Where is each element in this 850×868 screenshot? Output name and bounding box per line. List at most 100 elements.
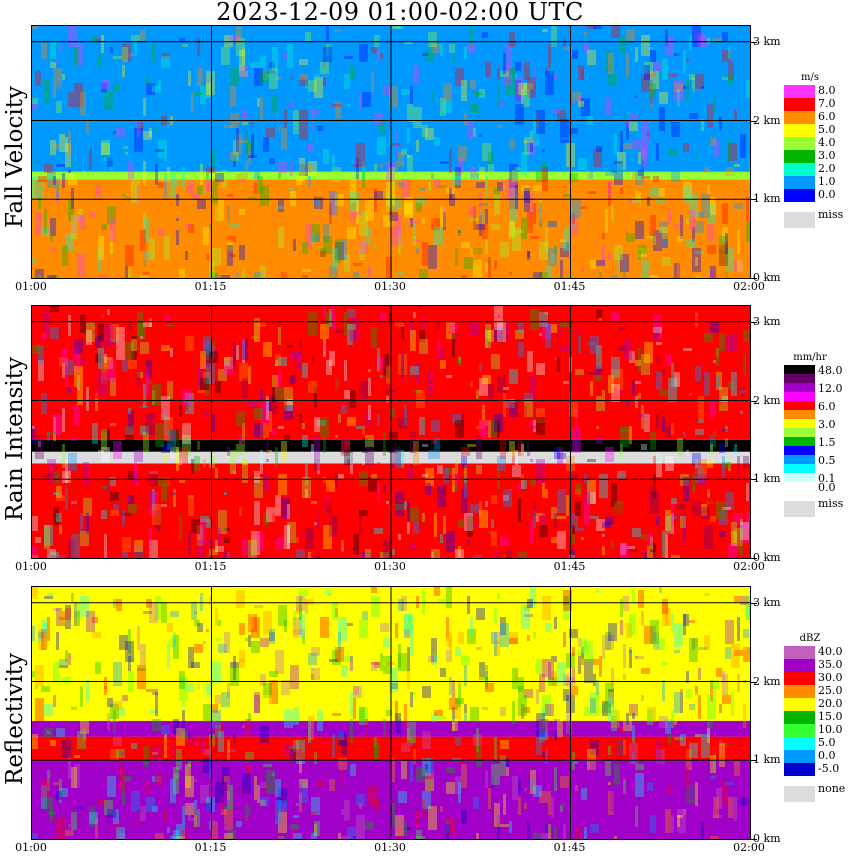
speckle [215,725,221,737]
speckle [650,83,656,98]
speckle [578,65,584,80]
speckle [377,50,380,62]
speckle [746,689,749,698]
speckle [404,614,413,635]
speckle [227,683,230,698]
speckle [533,203,536,224]
speckle [512,701,515,725]
speckle [377,462,380,474]
speckle [32,98,38,104]
speckle [248,197,257,200]
speckle [686,89,695,95]
speckle [611,357,620,378]
speckle [272,513,275,537]
speckle [323,438,326,453]
speckle [512,668,518,689]
legend-label: 4.0 [818,136,836,149]
speckle [71,438,77,441]
speckle [569,686,578,695]
speckle [41,227,50,236]
speckle [452,474,458,477]
speckle [77,375,80,390]
speckle [548,510,551,534]
speckle [398,230,401,254]
speckle [236,345,239,360]
speckle [65,605,71,629]
speckle [158,230,164,236]
speckle [620,725,626,734]
speckle [185,224,191,227]
speckle [290,161,293,176]
speckle [482,32,488,38]
speckle [113,710,116,734]
speckle [629,351,635,363]
speckle [53,68,62,89]
speckle [65,363,68,387]
speckle [143,272,149,275]
speckle [587,480,590,492]
speckle [206,629,209,632]
speckle [134,462,137,483]
speckle [359,381,368,399]
speckle [194,620,200,626]
speckle [359,620,368,638]
speckle [629,743,638,764]
speckle [458,230,461,233]
speckle [86,330,92,345]
speckle [470,245,473,248]
speckle [173,632,176,650]
speckle [368,369,371,372]
speckle [200,191,206,194]
speckle [314,803,323,809]
ytick-label: 2 km [753,393,781,407]
xtick-label: 02:00 [733,560,765,573]
speckle [635,764,644,770]
speckle [647,782,653,791]
speckle [683,516,686,537]
speckle [734,164,740,167]
speckle [491,632,497,644]
speckle [620,444,623,459]
speckle [476,465,482,474]
speckle [479,510,488,528]
legend-swatch [784,124,815,137]
speckle [551,671,557,686]
speckle [527,140,536,155]
speckle [242,339,245,363]
speckle [191,602,197,620]
speckle [59,659,68,668]
speckle [695,251,704,254]
speckle [188,806,191,821]
speckle [710,435,713,450]
speckle [242,110,248,119]
speckle [569,402,578,417]
speckle [227,245,233,266]
speckle [686,749,692,770]
speckle [569,173,578,182]
speckle [365,200,374,221]
speckle [542,149,545,152]
speckle [533,632,536,638]
speckle [521,605,530,629]
speckle [263,68,266,80]
speckle [698,312,701,333]
speckle [47,731,50,734]
speckle [176,218,179,221]
speckle [710,836,719,839]
speckle [659,227,668,233]
speckle [227,236,236,242]
speckle [350,453,353,474]
ytick-label: 1 km [753,192,781,206]
speckle [500,101,503,107]
speckle [356,158,359,179]
speckle [236,411,245,426]
speckle [149,540,158,558]
speckle [686,785,695,800]
speckle [707,104,713,128]
speckle [359,242,368,254]
speckle [683,809,686,815]
speckle [323,149,329,164]
speckle [635,47,638,62]
speckle [77,215,83,221]
speckle [581,647,584,659]
